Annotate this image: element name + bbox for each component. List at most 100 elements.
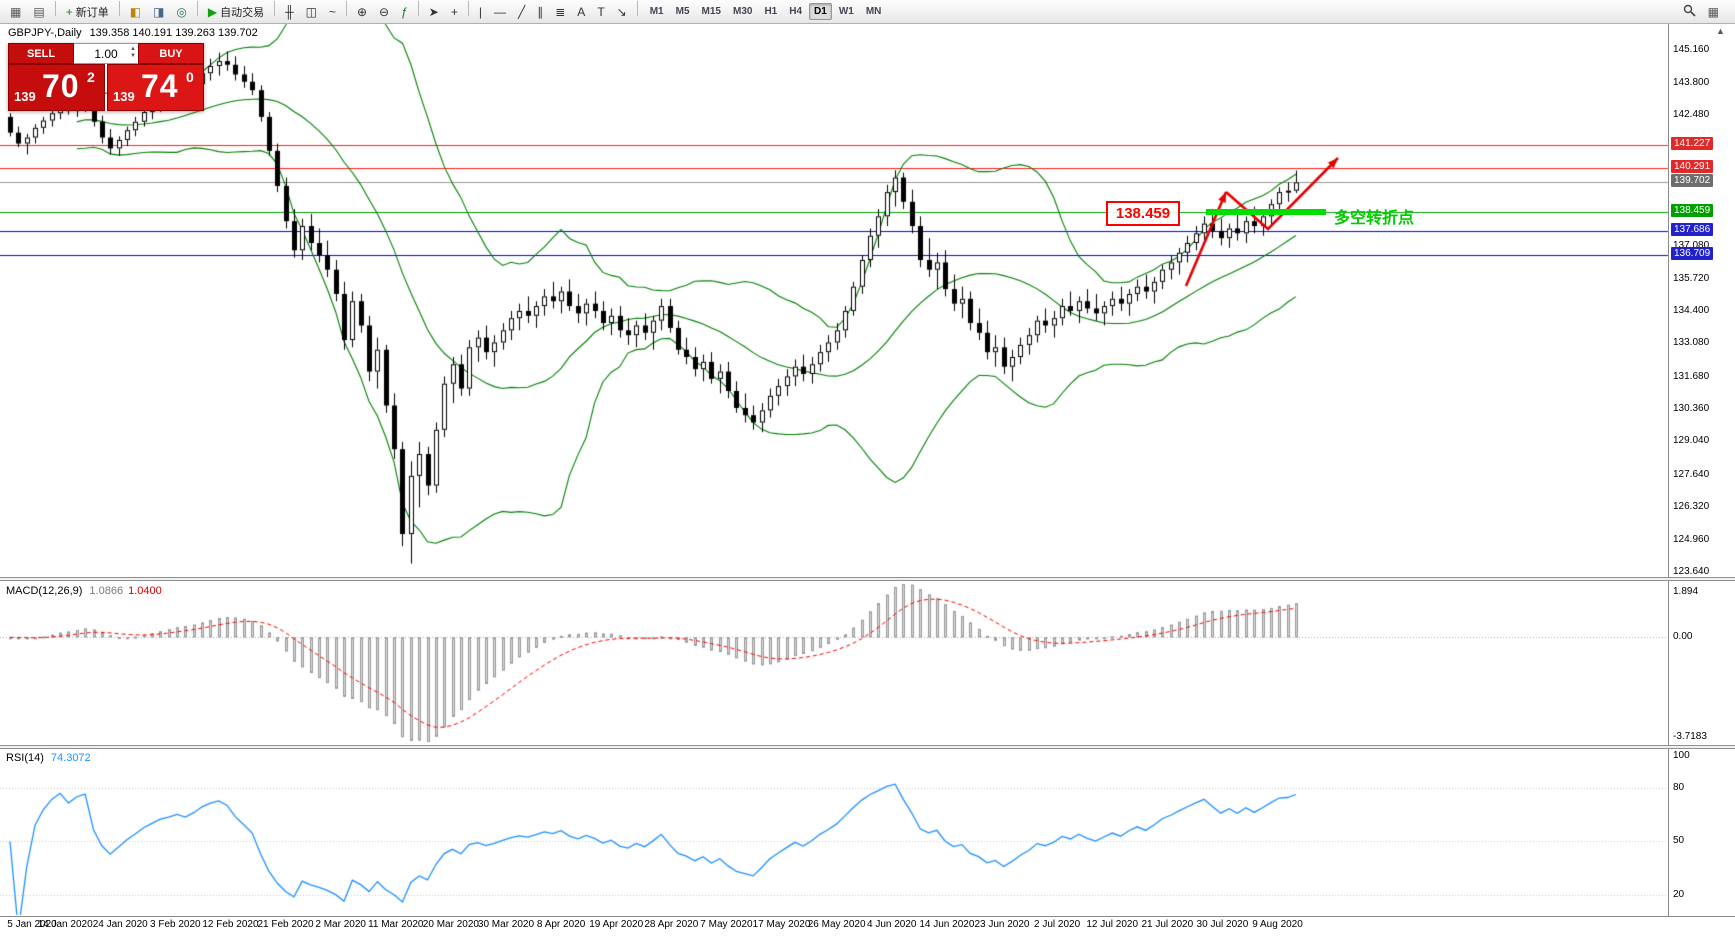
data-window-icon: ◨	[153, 5, 165, 19]
trendline-button[interactable]: ╱	[513, 2, 530, 22]
volume-value: 1.00	[94, 46, 118, 61]
turning-point-text[interactable]: 多空转折点	[1334, 210, 1415, 227]
price-annotation-label[interactable]: 138.459	[1106, 201, 1180, 226]
macd-main-value: 1.0866	[89, 585, 124, 597]
rsi-value: 74.3072	[50, 752, 91, 764]
sell-price-pips: 70	[42, 68, 80, 104]
vertical-line-icon: |	[478, 5, 482, 19]
zoom-out-button[interactable]: ⊖	[374, 2, 394, 22]
timeframe-h1-button[interactable]: H1	[764, 6, 778, 17]
turning-point-highlight-bar[interactable]	[1206, 209, 1326, 215]
vertical-line-button[interactable]: |	[474, 2, 487, 22]
macd-signal-value: 1.0400	[128, 585, 162, 597]
pane-resize-handle[interactable]	[0, 745, 1735, 749]
profiles-icon: ▤	[33, 5, 45, 19]
fibonacci-button[interactable]: ≣	[550, 2, 570, 22]
chart-candles-button[interactable]: ◫	[301, 2, 322, 22]
sell-price-figure: 139	[14, 89, 36, 104]
text-icon: A	[577, 5, 586, 19]
rsi-title: RSI(14)	[6, 752, 44, 764]
buy-button[interactable]: BUY	[138, 43, 204, 64]
timeframe-d1-button[interactable]: D1	[809, 3, 832, 20]
toolbar-separator	[636, 1, 638, 16]
text-label-button[interactable]: T	[592, 2, 609, 22]
chart-line-icon: ~	[328, 5, 336, 19]
navigator-button[interactable]: ◎	[171, 2, 191, 22]
ohlc-values: 139.358 140.191 139.263 139.702	[89, 27, 258, 39]
profiles-button[interactable]: ▤	[28, 2, 49, 22]
indicators-button[interactable]: ƒ	[396, 2, 413, 22]
new-order-icon: +	[65, 5, 73, 19]
zoom-in-icon: ⊕	[356, 5, 368, 19]
arrows-tool-icon: ↘	[616, 5, 627, 19]
horizontal-line-icon: —	[494, 5, 506, 19]
toolbar-separator	[467, 1, 469, 16]
data-window-button[interactable]: ◨	[148, 2, 169, 22]
cursor-icon: ➤	[428, 5, 439, 19]
chart-bars-button[interactable]: ╫	[280, 2, 299, 22]
toolbar-right-group: ▦	[1677, 2, 1725, 22]
volume-down-icon[interactable]: ▼	[130, 53, 136, 59]
new-order-label: 新订单	[75, 7, 109, 19]
arrows-tool-button[interactable]: ↘	[612, 2, 632, 22]
search-icon	[1683, 4, 1696, 20]
crosshair-icon: +	[450, 5, 458, 19]
scroll-up-icon[interactable]: ▲	[1716, 26, 1725, 36]
trade-panel-top-row: SELL 1.00 ▲ ▼ BUY	[8, 43, 204, 64]
search-button[interactable]	[1678, 2, 1701, 22]
macd-title: MACD(12,26,9)	[6, 585, 83, 597]
date-axis-divider	[0, 916, 1735, 917]
sell-price-point: 2	[87, 69, 95, 85]
toolbar-separator	[274, 1, 276, 16]
tile-windows-icon: ▦	[1707, 4, 1719, 19]
timeframe-m15-button[interactable]: M15	[701, 6, 721, 17]
price-axis-divider	[1668, 24, 1669, 916]
timeframe-h4-button[interactable]: H4	[789, 6, 803, 17]
buy-price-display[interactable]: 139 74 0	[107, 64, 204, 111]
zoom-in-button[interactable]: ⊕	[352, 2, 372, 22]
rsi-pane-title: RSI(14) 74.3072	[6, 752, 91, 764]
timeframe-m1-button[interactable]: M1	[649, 6, 664, 17]
sell-button[interactable]: SELL	[8, 43, 74, 64]
macd-pane-title: MACD(12,26,9) 1.0866 1.0400	[6, 585, 162, 597]
buy-price-pips: 74	[141, 68, 179, 104]
one-click-trading-panel: SELL 1.00 ▲ ▼ BUY 139 70 2 139 74 0	[8, 43, 204, 111]
new-chart-button[interactable]: ▦	[5, 2, 26, 22]
indicators-icon: ƒ	[401, 5, 408, 19]
equidistant-channel-button[interactable]: ∥	[532, 2, 548, 22]
chart-candles-icon: ◫	[305, 5, 317, 19]
new-chart-icon: ▦	[10, 5, 22, 19]
equidistant-channel-icon: ∥	[537, 5, 544, 19]
timeframe-mn-button[interactable]: MN	[865, 6, 882, 17]
fibonacci-icon: ≣	[555, 5, 566, 19]
cursor-button[interactable]: ➤	[424, 2, 444, 22]
volume-up-icon[interactable]: ▲	[130, 46, 136, 52]
auto-trading-icon: ▶	[207, 5, 218, 19]
market-watch-button[interactable]: ◧	[125, 2, 146, 22]
text-label-icon: T	[597, 5, 605, 19]
zoom-out-icon: ⊖	[379, 5, 390, 19]
auto-trading-label: 自动交易	[220, 7, 265, 19]
volume-input[interactable]: 1.00 ▲ ▼	[74, 43, 138, 64]
horizontal-line-button[interactable]: —	[489, 2, 511, 22]
trade-panel-price-row: 139 70 2 139 74 0	[8, 64, 204, 111]
toolbar-button-group: ▦ ▤ + 新订单 ◧ ◨ ◎ ▶ 自动交易 ╫ ◫ ~ ⊕ ⊖ ƒ ➤ + | — ╱ ∥ ≣ A T ↘	[4, 1, 642, 22]
timeframe-w1-button[interactable]: W1	[838, 6, 854, 17]
chart-line-button[interactable]: ~	[324, 2, 341, 22]
auto-trading-button[interactable]: ▶ 自动交易	[203, 2, 269, 22]
buy-price-point: 0	[186, 69, 194, 85]
trendline-icon: ╱	[518, 5, 526, 19]
toolbar-separator	[345, 1, 347, 16]
new-order-button[interactable]: + 新订单	[61, 2, 114, 22]
navigator-icon: ◎	[176, 5, 187, 19]
timeframe-m5-button[interactable]: M5	[675, 6, 690, 17]
sell-price-display[interactable]: 139 70 2	[8, 64, 105, 111]
tile-windows-button[interactable]: ▦	[1703, 2, 1724, 22]
crosshair-button[interactable]: +	[446, 2, 463, 22]
pane-resize-handle[interactable]	[0, 577, 1735, 581]
text-button[interactable]: A	[572, 2, 590, 22]
timeframe-group: M1 M5 M15 M30 H1 H4 D1 W1 MN	[644, 3, 888, 20]
chart-bars-icon: ╫	[285, 5, 294, 19]
timeframe-m30-button[interactable]: M30	[732, 6, 753, 17]
